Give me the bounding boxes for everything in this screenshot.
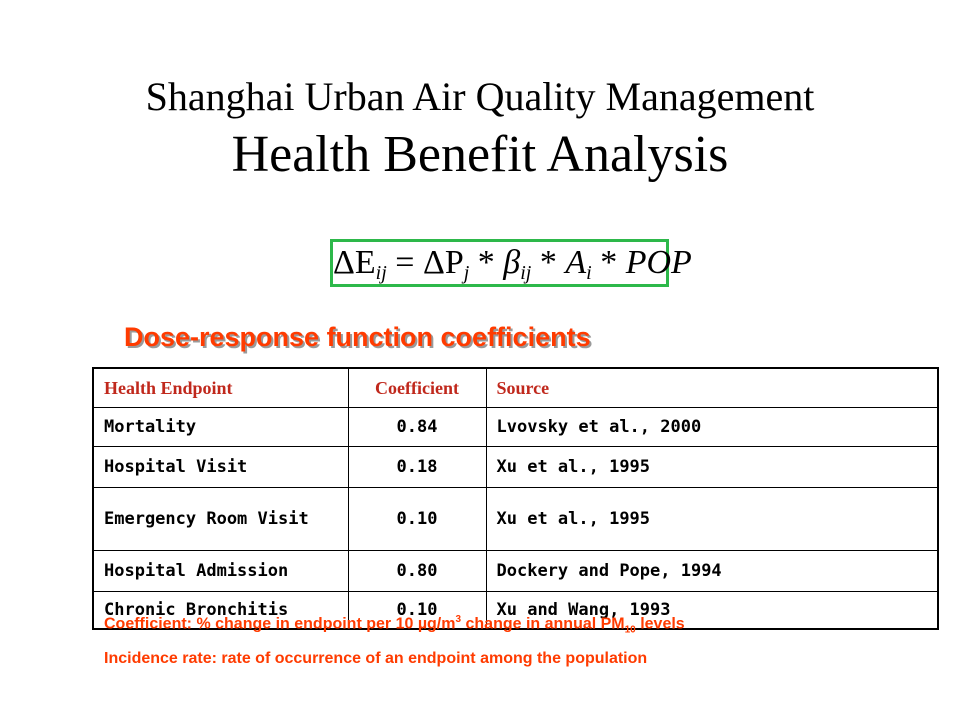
cell-coefficient: 0.10 [347, 487, 487, 551]
cell-endpoint: Emergency Room Visit [92, 487, 349, 551]
table-row: Emergency Room Visit 0.10 Xu et al., 199… [92, 487, 939, 551]
formula-eq: = [386, 244, 423, 281]
coefficient-note-post: levels [635, 615, 685, 633]
cell-endpoint: Hospital Visit [92, 446, 349, 488]
cell-coefficient: 0.10 [347, 591, 487, 630]
table-row: Hospital Admission 0.80 Dockery and Pope… [92, 550, 939, 592]
formula-star-1: * [469, 244, 504, 281]
cell-coefficient: 0.80 [347, 550, 487, 592]
formula-beta: β [503, 244, 521, 281]
cell-source: Lvovsky et al., 2000 [485, 407, 939, 447]
table-header-row: Health Endpoint Coefficient Source [92, 367, 939, 408]
coefficient-note-sup: 3 [455, 614, 462, 625]
formula-box: ΔEij = ΔPj * βij * Ai * POP [330, 239, 692, 287]
coefficient-note-pre: Coefficient: % change in endpoint per 10… [104, 615, 456, 633]
cell-endpoint: Hospital Admission [92, 550, 349, 592]
table-row: Chronic Bronchitis 0.10 Xu and Wang, 199… [92, 591, 939, 630]
coefficient-table: Health Endpoint Coefficient Source Morta… [92, 367, 939, 630]
cell-source: Xu and Wang, 1993 [485, 591, 939, 630]
formula-star-2: * [531, 244, 566, 281]
cell-coefficient: 0.84 [347, 407, 487, 447]
formula-star-3: * [591, 244, 626, 281]
formula-lhs-sub: ij [375, 262, 387, 284]
formula-a: A [565, 244, 587, 281]
formula-dp-sub: j [463, 262, 470, 284]
cell-source: Xu et al., 1995 [485, 446, 939, 488]
cell-source: Xu et al., 1995 [485, 487, 939, 551]
table-row: Mortality 0.84 Lvovsky et al., 2000 [92, 407, 939, 447]
formula-equation: ΔEij = ΔPj * βij * Ai * POP [333, 242, 692, 284]
table-row: Hospital Visit 0.18 Xu et al., 1995 [92, 446, 939, 488]
formula-beta-sub: ij [520, 262, 532, 284]
cell-coefficient: 0.18 [347, 446, 487, 488]
formula-lhs: ΔE [333, 244, 376, 281]
formula-dp: ΔP [422, 244, 464, 281]
section-heading: Dose-response function coefficients [124, 322, 591, 352]
title-line-2: Health Benefit Analysis [231, 126, 729, 183]
formula-a-sub: i [586, 262, 592, 284]
formula-pop: POP [625, 244, 692, 281]
coefficient-note-sub: 10 [624, 624, 636, 636]
cell-endpoint: Chronic Bronchitis [92, 591, 349, 630]
header-source: Source [485, 367, 939, 408]
header-health-endpoint: Health Endpoint [92, 367, 349, 408]
title-line-1: Shanghai Urban Air Quality Management [145, 74, 815, 119]
cell-endpoint: Mortality [92, 407, 349, 447]
cell-source: Dockery and Pope, 1994 [485, 550, 939, 592]
header-coefficient: Coefficient [347, 367, 487, 408]
incidence-note: Incidence rate: rate of occurrence of an… [104, 650, 648, 667]
coefficient-note: Coefficient: % change in endpoint per 10… [104, 609, 685, 642]
coefficient-note-mid: change in annual PM [461, 615, 625, 633]
